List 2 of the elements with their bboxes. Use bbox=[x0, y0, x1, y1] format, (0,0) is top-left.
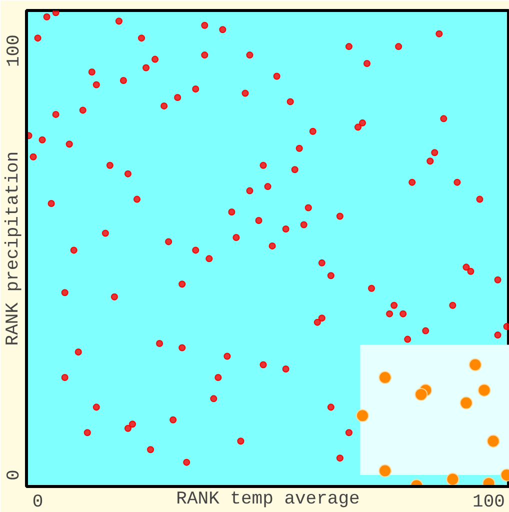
y-axis-title: RANK precipitation bbox=[4, 151, 24, 346]
x-axis-title: RANK temp average bbox=[176, 490, 360, 510]
